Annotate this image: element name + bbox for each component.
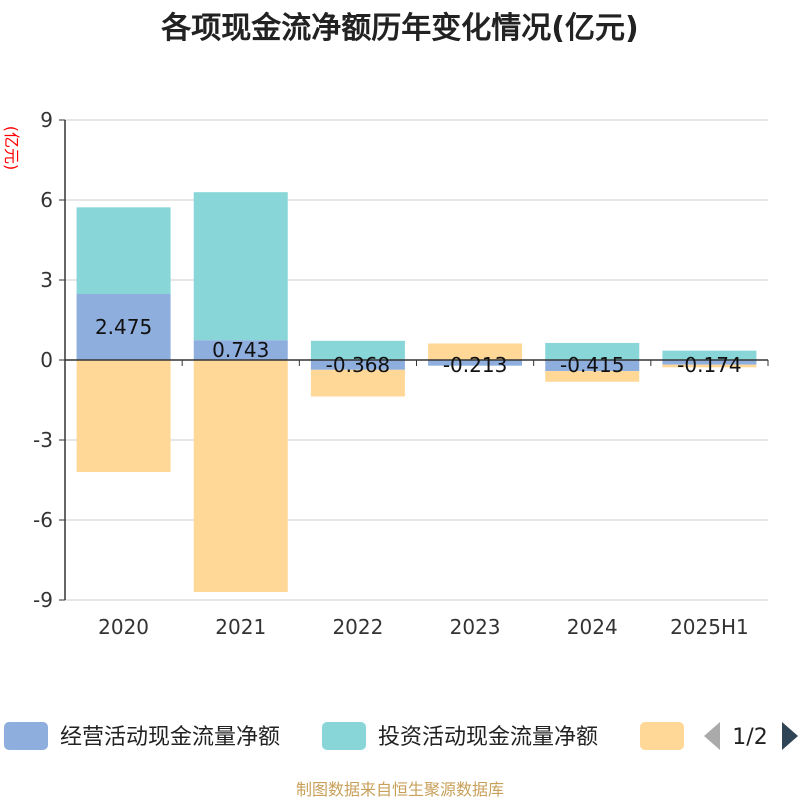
bar-segment-series-1[interactable] <box>76 207 171 294</box>
y-tick-label: -9 <box>33 588 53 612</box>
y-axis-label: (亿元) <box>2 126 21 171</box>
bar-segment-series-2[interactable] <box>662 364 757 368</box>
data-label: -0.415 <box>560 353 624 377</box>
y-tick-label: 0 <box>40 348 53 372</box>
x-tick-label: 2020 <box>98 615 149 639</box>
chart-title: 各项现金流净额历年变化情况(亿元) <box>160 11 638 46</box>
bar-segment-series-1[interactable] <box>662 350 757 360</box>
x-tick-label: 2022 <box>332 615 383 639</box>
bar-segment-series-0[interactable] <box>545 360 640 372</box>
legend-next-icon[interactable] <box>782 722 798 750</box>
x-tick-label: 2025H1 <box>670 615 749 639</box>
bar-segment-series-1[interactable] <box>193 192 288 341</box>
y-tick-label: 3 <box>40 268 53 292</box>
legend-swatch[interactable] <box>640 722 684 750</box>
y-tick-label: 6 <box>40 188 53 212</box>
bar-segment-series-2[interactable] <box>428 343 523 360</box>
bar-segment-series-2[interactable] <box>193 360 288 592</box>
legend-label[interactable]: 经营活动现金流量净额 <box>60 725 280 750</box>
x-tick-label: 2023 <box>450 615 501 639</box>
legend-label[interactable]: 投资活动现金流量净额 <box>378 725 598 750</box>
data-labels: 2.475 0.743 -0.368 -0.213 -0.415 -0.174 <box>95 315 742 377</box>
bar-segment-series-0[interactable] <box>662 360 757 365</box>
legend-pager: 1/2 <box>704 722 798 750</box>
legend-page-indicator: 1/2 <box>732 725 767 750</box>
legend-swatch[interactable] <box>4 722 48 750</box>
bar-segment-series-0[interactable] <box>193 340 288 360</box>
legend-prev-icon[interactable] <box>704 722 720 750</box>
y-tick-label: -6 <box>33 508 53 532</box>
bar-segment-series-2[interactable] <box>76 360 171 472</box>
data-label: -0.368 <box>326 353 390 377</box>
data-source-note: 制图数据来自恒生聚源数据库 <box>296 780 504 799</box>
bar-group <box>76 192 757 592</box>
x-tick-label: 2021 <box>215 615 266 639</box>
bar-segment-series-1[interactable] <box>310 340 405 360</box>
axes: 9 6 3 0 -3 -6 -9 2020 2021 2022 2023 2024 2025H1 <box>33 108 769 639</box>
x-tick-label: 2024 <box>567 615 618 639</box>
bar-segment-series-2[interactable] <box>310 369 405 397</box>
data-label: 0.743 <box>212 338 269 362</box>
bar-segment-series-0[interactable] <box>428 360 523 366</box>
legend-swatch[interactable] <box>322 722 366 750</box>
y-tick-label: -3 <box>33 428 53 452</box>
y-tick-label: 9 <box>40 108 53 132</box>
data-label: 2.475 <box>95 315 152 339</box>
legend: 经营活动现金流量净额 投资活动现金流量净额 <box>4 722 684 750</box>
bar-segment-series-2[interactable] <box>545 371 640 382</box>
bar-segment-series-0[interactable] <box>76 294 171 360</box>
bar-segment-series-0[interactable] <box>310 360 405 370</box>
data-label: -0.174 <box>677 353 741 377</box>
bar-segment-series-1[interactable] <box>545 342 640 360</box>
data-label: -0.213 <box>443 353 507 377</box>
